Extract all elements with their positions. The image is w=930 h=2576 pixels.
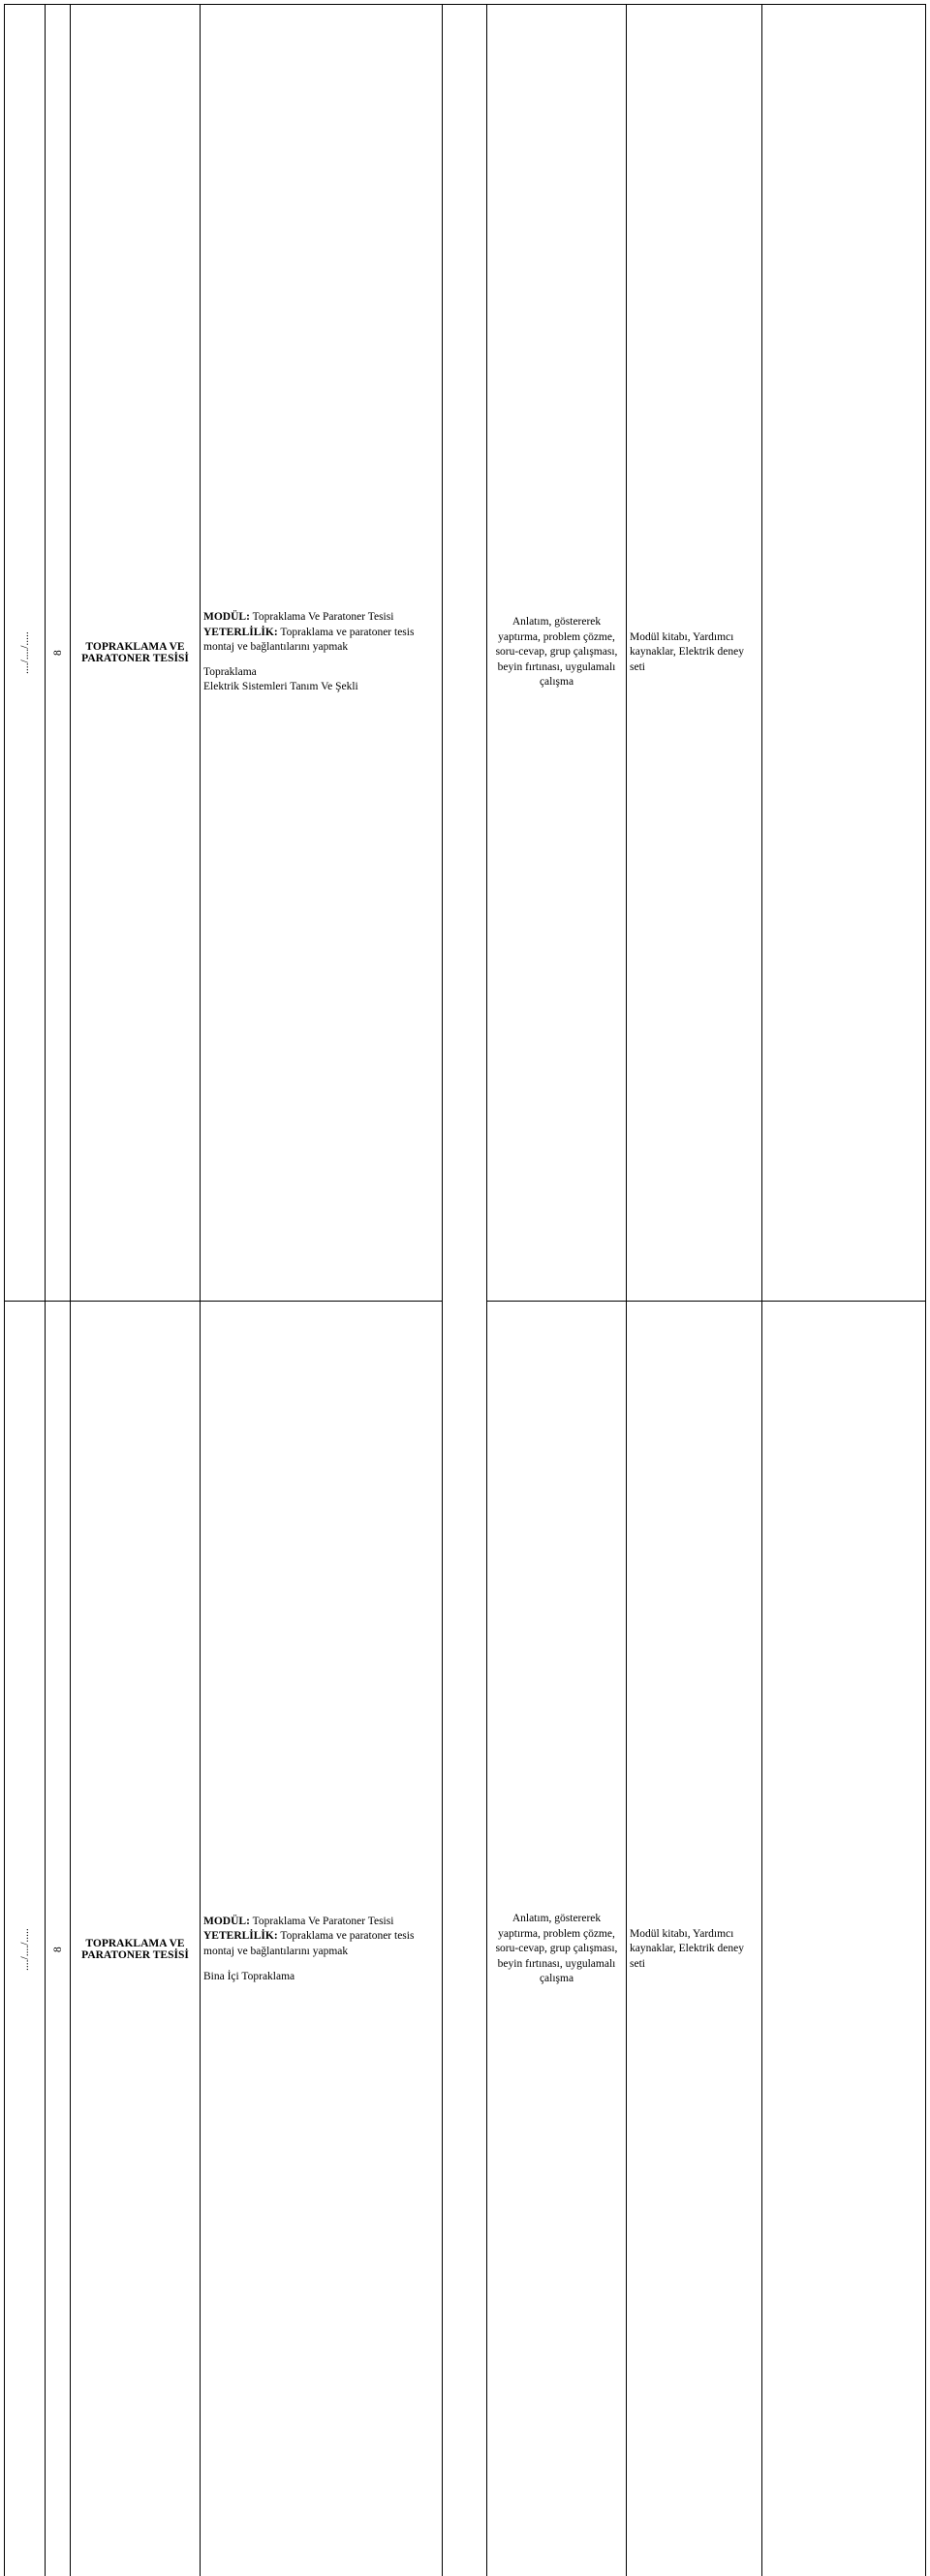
- method-cell: Anlatım, göstererek yaptırma, problem çö…: [487, 5, 627, 1302]
- lesson-plan-table: ..../..../..... 8 TOPRAKLAMA VE PARATONE…: [4, 4, 926, 2576]
- method-cell: Anlatım, göstererek yaptırma, problem çö…: [487, 1302, 627, 2576]
- duration-cell: 32 SAAT: [459, 1954, 471, 2576]
- date-cell: ..../..../.....: [19, 1305, 31, 2576]
- notes-cell: [762, 1302, 926, 2576]
- topic-cell: TOPRAKLAMA VE PARATONER TESİSİ: [71, 5, 201, 1302]
- resources-cell: Modül kitabı, Yardımcı kaynaklar, Elektr…: [627, 1302, 762, 2576]
- notes-cell: [762, 5, 926, 1302]
- date-cell: ..../..../.....: [19, 9, 31, 1297]
- hours-cell: 8: [52, 9, 64, 1297]
- module-cell: MODÜL: Topraklama Ve Paratoner Tesisi YE…: [201, 1302, 443, 2576]
- topic-cell: TOPRAKLAMA VE PARATONER TESİSİ: [71, 1302, 201, 2576]
- hours-cell: 8: [52, 1305, 64, 2576]
- resources-cell: Modül kitabı, Yardımcı kaynaklar, Elektr…: [627, 5, 762, 1302]
- table-row: ..../..../..... 8 TOPRAKLAMA VE PARATONE…: [5, 5, 926, 1302]
- module-cell: MODÜL: Topraklama Ve Paratoner Tesisi YE…: [201, 5, 443, 1302]
